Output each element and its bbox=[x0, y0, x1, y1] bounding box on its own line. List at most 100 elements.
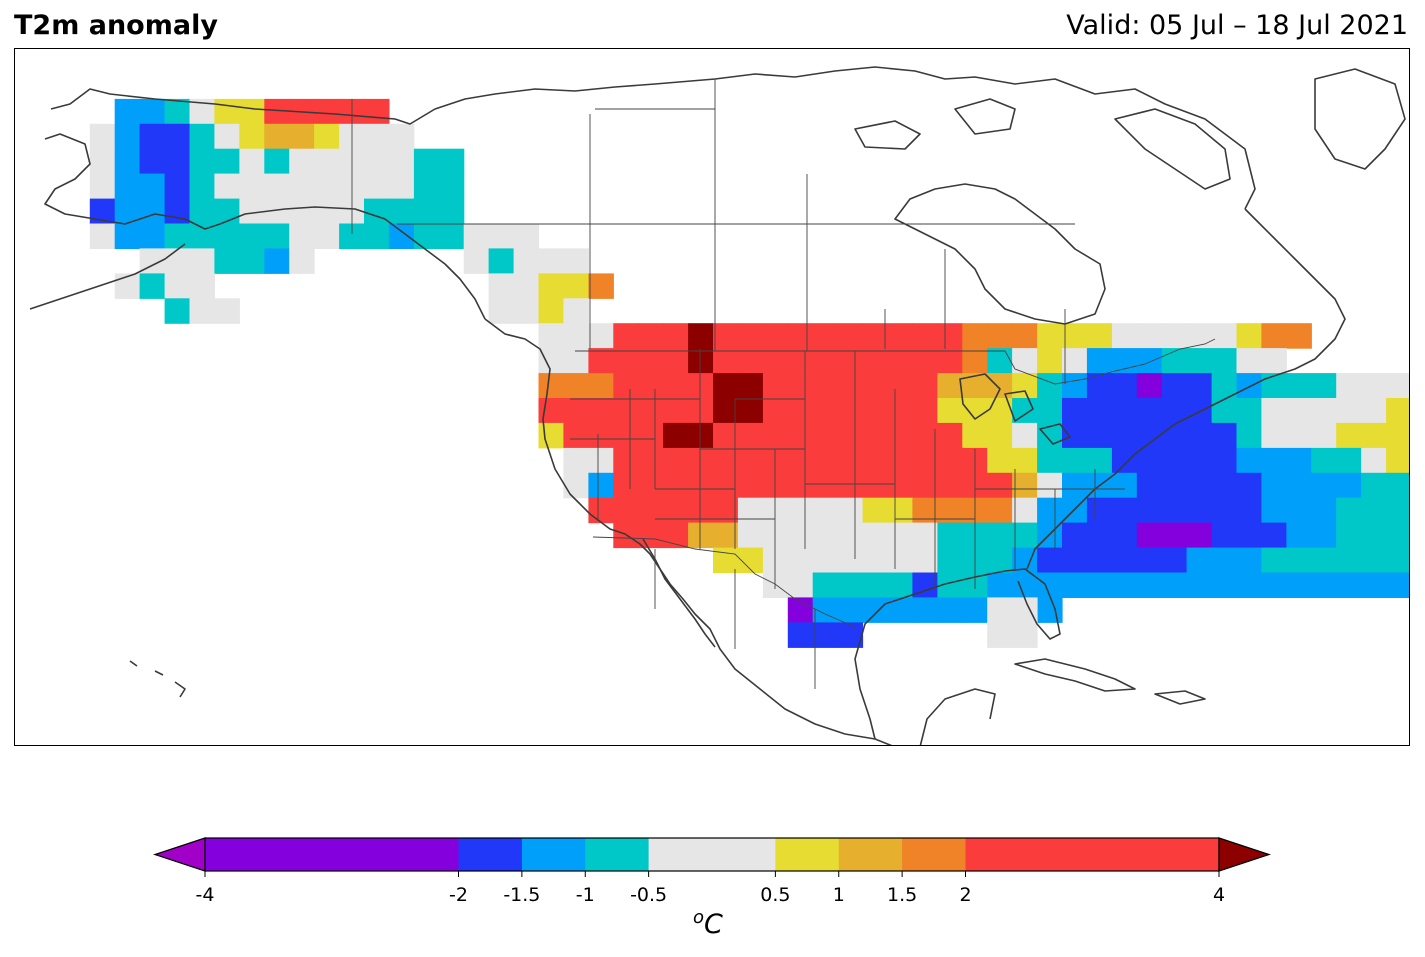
anomaly-cell bbox=[1286, 422, 1312, 449]
anomaly-cell bbox=[114, 223, 141, 249]
anomaly-cell bbox=[438, 223, 465, 249]
anomaly-cell bbox=[1211, 522, 1238, 549]
colorbar-tick-label: 0.5 bbox=[760, 884, 790, 906]
colorbar-tick-label: -2 bbox=[449, 884, 468, 906]
anomaly-cell bbox=[488, 248, 515, 274]
anomaly-cell bbox=[1086, 522, 1113, 549]
anomaly-cell bbox=[1037, 472, 1063, 499]
anomaly-cell bbox=[912, 547, 938, 574]
anomaly-cell bbox=[1336, 547, 1362, 574]
anomaly-cell bbox=[887, 373, 913, 399]
anomaly-cell bbox=[1086, 572, 1113, 598]
anomaly-cell bbox=[1111, 447, 1138, 474]
anomaly-cell bbox=[613, 472, 639, 499]
anomaly-cell bbox=[887, 522, 913, 549]
anomaly-cell bbox=[289, 173, 315, 200]
anomaly-cell bbox=[438, 198, 465, 225]
anomaly-cell bbox=[1086, 447, 1113, 474]
anomaly-cell bbox=[563, 323, 589, 349]
anomaly-cell bbox=[663, 398, 689, 424]
anomaly-cell bbox=[1161, 497, 1188, 524]
anomaly-cell bbox=[1186, 447, 1213, 474]
coastline-great-lakes bbox=[959, 373, 1071, 445]
anomaly-cell bbox=[413, 148, 440, 175]
anomaly-cell bbox=[887, 422, 913, 449]
anomaly-cell bbox=[164, 123, 191, 150]
anomaly-cell bbox=[887, 547, 913, 574]
colorbar-bin bbox=[585, 838, 650, 871]
anomaly-cell bbox=[1136, 422, 1163, 449]
anomaly-cell bbox=[1286, 323, 1312, 349]
colorbar-bin bbox=[521, 838, 586, 871]
anomaly-cell bbox=[1136, 447, 1163, 474]
anomaly-cell bbox=[189, 198, 215, 225]
anomaly-cell bbox=[912, 447, 938, 474]
anomaly-cell bbox=[762, 547, 789, 574]
anomaly-cell bbox=[762, 323, 789, 349]
anomaly-cell bbox=[1386, 398, 1409, 424]
anomaly-cell bbox=[812, 323, 839, 349]
anomaly-cell bbox=[663, 373, 689, 399]
anomaly-cell bbox=[787, 572, 814, 598]
anomaly-cell bbox=[1286, 472, 1312, 499]
anomaly-cell bbox=[837, 398, 864, 424]
anomaly-cell bbox=[638, 422, 664, 449]
anomaly-cell bbox=[1111, 572, 1138, 598]
anomaly-cell bbox=[563, 447, 589, 474]
anomaly-cell bbox=[1261, 422, 1287, 449]
anomaly-cell bbox=[837, 373, 864, 399]
anomaly-cell bbox=[713, 472, 739, 499]
anomaly-cell bbox=[488, 223, 515, 249]
coastline-gulf bbox=[854, 568, 1061, 740]
anomaly-cell bbox=[239, 223, 265, 249]
anomaly-cell bbox=[1012, 497, 1038, 524]
anomaly-cell bbox=[688, 373, 714, 399]
anomaly-cell bbox=[1037, 373, 1063, 399]
anomaly-cell bbox=[937, 373, 963, 399]
anomaly-cell bbox=[1012, 472, 1038, 499]
anomaly-cell bbox=[463, 248, 490, 274]
colorbar-bin bbox=[902, 838, 966, 871]
anomaly-cell bbox=[1136, 398, 1163, 424]
anomaly-cell bbox=[862, 522, 889, 549]
anomaly-cell bbox=[862, 547, 889, 574]
anomaly-cell bbox=[1062, 348, 1088, 374]
anomaly-cell bbox=[513, 298, 540, 324]
anomaly-cell bbox=[987, 622, 1013, 648]
anomaly-cell bbox=[388, 173, 415, 200]
anomaly-cell bbox=[214, 298, 240, 324]
anomaly-cell bbox=[1161, 373, 1188, 399]
colorbar-tick-label: 4 bbox=[1213, 884, 1225, 906]
anomaly-cell bbox=[862, 497, 889, 524]
anomaly-cell bbox=[1236, 373, 1262, 399]
anomaly-cell bbox=[1261, 572, 1287, 598]
anomaly-cell bbox=[1236, 497, 1262, 524]
anomaly-cell bbox=[189, 273, 215, 299]
anomaly-cell bbox=[114, 173, 141, 200]
anomaly-cell bbox=[1086, 373, 1113, 399]
anomaly-cell bbox=[438, 173, 465, 200]
anomaly-cell bbox=[862, 398, 889, 424]
anomaly-cell bbox=[89, 223, 116, 249]
anomaly-cell bbox=[987, 547, 1013, 574]
colorbar-under-arrow bbox=[153, 837, 206, 872]
anomaly-cell bbox=[862, 472, 889, 499]
anomaly-cell bbox=[1111, 323, 1138, 349]
anomaly-cell bbox=[1186, 422, 1213, 449]
anomaly-cell bbox=[762, 348, 789, 374]
anomaly-cell bbox=[1386, 422, 1409, 449]
anomaly-cell bbox=[563, 273, 589, 299]
anomaly-cell bbox=[862, 447, 889, 474]
anomaly-cell bbox=[239, 173, 265, 200]
anomaly-cell bbox=[1211, 572, 1238, 598]
anomaly-cell bbox=[937, 472, 963, 499]
anomaly-cell bbox=[1111, 348, 1138, 374]
anomaly-cell bbox=[762, 472, 789, 499]
anomaly-cell bbox=[1286, 373, 1312, 399]
anomaly-cell bbox=[1062, 398, 1088, 424]
anomaly-cell bbox=[1186, 472, 1213, 499]
anomaly-cell bbox=[638, 348, 664, 374]
anomaly-cell bbox=[1186, 348, 1213, 374]
anomaly-cell bbox=[1037, 522, 1063, 549]
anomaly-cell bbox=[538, 298, 564, 324]
